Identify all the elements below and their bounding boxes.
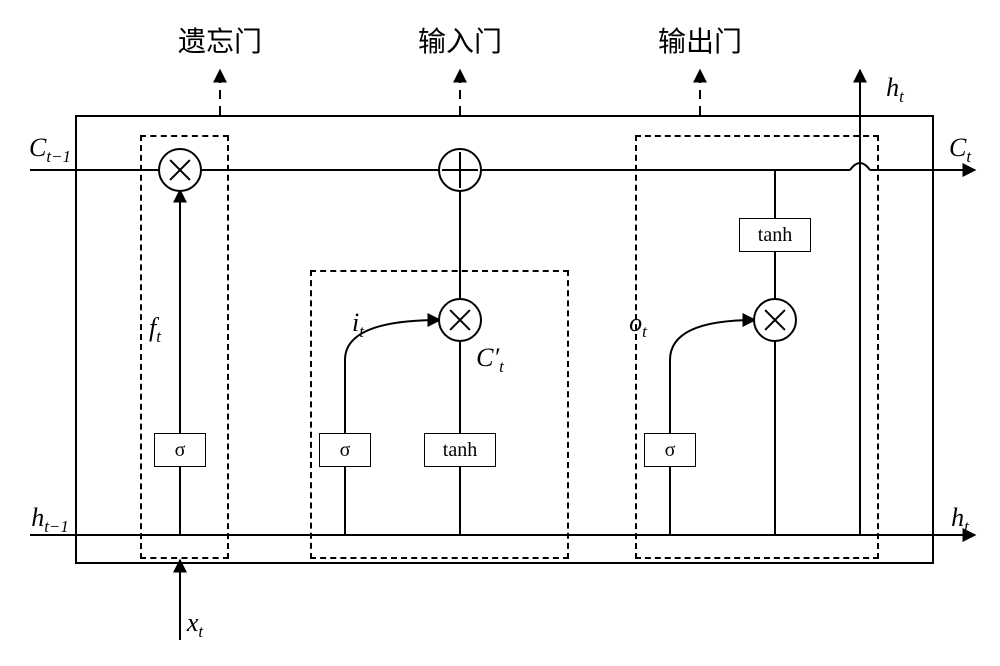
label-i_t: it	[352, 308, 364, 342]
title-forget: 遗忘门	[178, 20, 262, 60]
label-C_t: Ct	[949, 133, 971, 167]
label-C_prev: Ct−1	[29, 133, 71, 167]
gate-box-output	[635, 135, 879, 559]
title-input: 输入门	[418, 20, 502, 60]
label-C_apos: C′t	[476, 343, 504, 377]
label-x_t: xt	[187, 608, 203, 642]
node-sigma_o: σ	[644, 433, 696, 467]
node-sigma_i: σ	[319, 433, 371, 467]
label-h_t_top: ht	[886, 73, 904, 107]
label-f_t: ft	[149, 313, 161, 347]
label-o_t: ot	[629, 308, 647, 342]
title-output: 输出门	[658, 20, 742, 60]
lstm-diagram: 遗忘门 输入门 输出门 σ σ tanh σ tanh Ct−1 Ct ht−1 ht ht xt ft…	[0, 0, 1000, 666]
node-mult_out	[753, 298, 797, 342]
node-sigma_f: σ	[154, 433, 206, 467]
node-mult_input	[438, 298, 482, 342]
label-h_t_right: ht	[951, 503, 969, 537]
node-tanh_c: tanh	[424, 433, 496, 467]
node-plus_cell	[438, 148, 482, 192]
node-tanh_o: tanh	[739, 218, 811, 252]
label-h_prev: ht−1	[31, 503, 69, 537]
node-mult_forget	[158, 148, 202, 192]
